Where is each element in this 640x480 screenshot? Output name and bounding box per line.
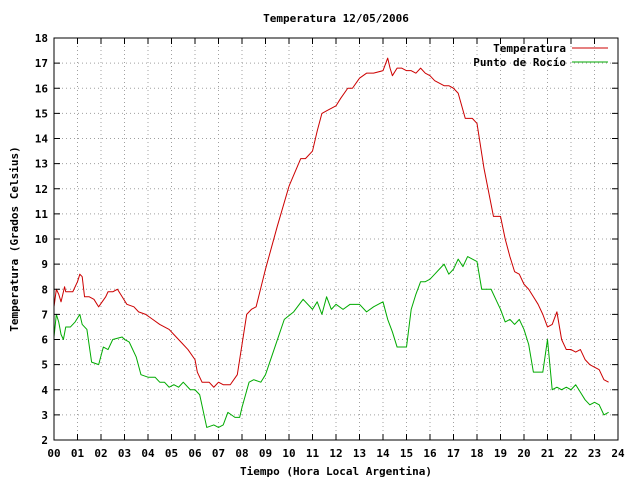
x-axis-label: Tiempo (Hora Local Argentina)	[240, 465, 432, 478]
x-tick-label: 18	[470, 447, 483, 460]
x-tick-label: 24	[611, 447, 625, 460]
chart-title: Temperatura 12/05/2006	[263, 12, 409, 25]
x-tick-label: 08	[235, 447, 248, 460]
series-group	[53, 57, 609, 428]
y-tick-label: 14	[35, 133, 49, 146]
y-tick-label: 16	[35, 82, 49, 95]
y-tick-label: 6	[41, 334, 48, 347]
y-tick-label: 4	[41, 384, 48, 397]
x-tick-label: 07	[212, 447, 225, 460]
x-tick-label: 03	[118, 447, 131, 460]
y-tick-label: 3	[41, 409, 48, 422]
legend-label-temperatura: Temperatura	[493, 42, 566, 55]
x-tick-label: 10	[282, 447, 295, 460]
x-tick-label: 17	[447, 447, 460, 460]
legend-label-punto-de-rocio: Punto de Rocío	[473, 56, 566, 69]
x-tick-label: 01	[71, 447, 85, 460]
x-tick-label: 02	[94, 447, 107, 460]
y-tick-label: 17	[35, 57, 48, 70]
x-tick-label: 05	[165, 447, 178, 460]
grid	[54, 38, 618, 440]
x-tick-label: 20	[517, 447, 530, 460]
y-tick-label: 7	[41, 308, 48, 321]
x-tick-label: 22	[564, 447, 577, 460]
y-tick-label: 5	[41, 359, 48, 372]
y-tick-label: 11	[35, 208, 49, 221]
x-tick-label: 21	[541, 447, 555, 460]
y-tick-label: 10	[35, 233, 48, 246]
y-tick-label: 12	[35, 183, 48, 196]
x-tick-label: 12	[329, 447, 342, 460]
series-line-punto-de-rocio	[53, 256, 609, 428]
x-tick-label: 04	[141, 447, 155, 460]
x-tick-label: 19	[494, 447, 507, 460]
x-tick-label: 23	[588, 447, 601, 460]
series-line-temperatura	[53, 57, 609, 388]
y-tick-label: 13	[35, 158, 48, 171]
x-tick-label: 00	[47, 447, 60, 460]
x-tick-label: 11	[306, 447, 320, 460]
tick-labels: 00 01 02 03 04 05 06 07 08 09 10 11 12 13 14 15 16 17 18 19…	[35, 32, 625, 460]
x-tick-label: 09	[259, 447, 272, 460]
x-tick-label: 16	[423, 447, 437, 460]
legend: Temperatura Punto de Rocío	[473, 42, 608, 69]
y-tick-label: 8	[41, 283, 48, 296]
x-tick-label: 13	[353, 447, 366, 460]
y-tick-label: 2	[41, 434, 48, 447]
ticks	[53, 37, 619, 441]
y-axis-label: Temperatura (Grados Celsius)	[8, 146, 21, 331]
x-tick-label: 15	[400, 447, 413, 460]
y-tick-label: 9	[41, 258, 48, 271]
y-tick-label: 15	[35, 107, 48, 120]
x-tick-label: 06	[188, 447, 202, 460]
x-tick-label: 14	[376, 447, 390, 460]
y-tick-label: 18	[35, 32, 48, 45]
